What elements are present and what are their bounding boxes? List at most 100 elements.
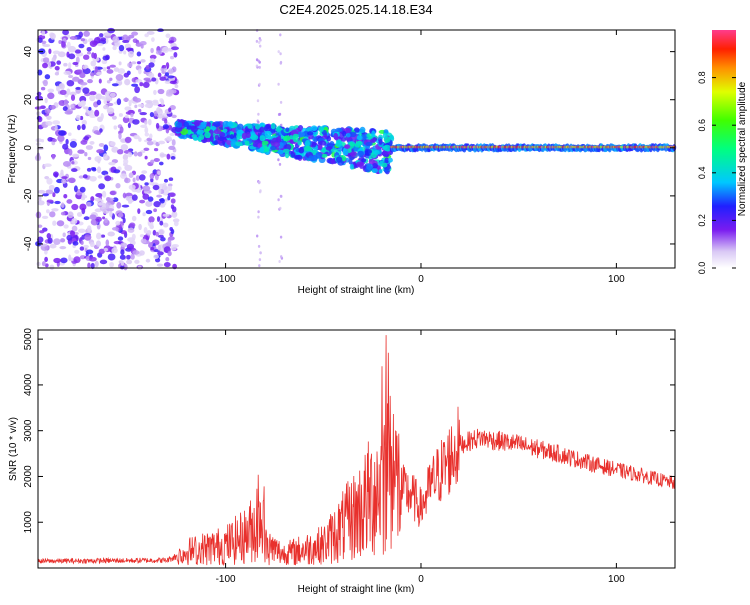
heatmap-cell	[102, 216, 106, 220]
heatmap-cell	[120, 242, 128, 248]
heatmap-cell	[131, 194, 138, 201]
heatmap-cell	[66, 79, 75, 87]
heatmap-cell	[35, 138, 43, 143]
heatmap-cell	[143, 226, 148, 234]
heatmap-cell	[124, 136, 132, 144]
heatmap-cell	[127, 62, 133, 68]
heatmap-cell	[174, 84, 179, 89]
heatmap-cell	[319, 140, 327, 146]
heatmap-cell	[159, 76, 166, 81]
heatmap-cell	[138, 250, 145, 256]
heatmap-cell	[54, 124, 58, 131]
heatmap-cell	[85, 145, 93, 150]
heatmap-cell	[120, 260, 125, 266]
heatmap-cell	[146, 229, 152, 236]
heatmap-cell	[87, 156, 92, 161]
heatmap-cell	[118, 113, 123, 117]
heatmap-cell	[144, 132, 150, 137]
heatmap-cell	[335, 156, 343, 163]
heatmap-cell	[72, 76, 80, 82]
heatmap-cell	[150, 247, 155, 251]
heatmap-cell	[59, 245, 67, 250]
heatmap-cell	[125, 254, 131, 260]
heatmap-cell	[213, 129, 222, 135]
heatmap-cell	[95, 93, 103, 100]
heatmap-cell	[285, 127, 290, 133]
heatmap-cell	[69, 91, 77, 96]
heatmap-cell	[209, 135, 214, 142]
heatmap-cell	[101, 95, 106, 100]
heatmap-cell	[89, 140, 95, 145]
heatmap-cell	[199, 134, 205, 141]
heatmap-cell	[164, 72, 170, 77]
heatmap-cell	[106, 107, 115, 115]
heatmap-cell	[183, 121, 189, 128]
heatmap-cell	[153, 200, 162, 208]
heatmap-cell	[60, 211, 66, 216]
heatmap-cell	[263, 124, 272, 132]
heatmap-cell	[37, 189, 46, 194]
heatmap-cell	[153, 158, 160, 162]
heatmap-cell	[111, 115, 117, 120]
heatmap-cell	[68, 148, 73, 156]
heatmap-cell	[122, 39, 130, 44]
heatmap-cell	[117, 212, 124, 218]
heatmap-cell	[155, 50, 163, 55]
heatmap-cell	[69, 230, 76, 237]
heatmap-cell	[86, 201, 92, 207]
colorbar-tick-label: 0.6	[697, 119, 707, 132]
heatmap-cell	[129, 222, 136, 228]
heatmap-cell	[292, 135, 299, 143]
heatmap-cell	[41, 29, 46, 36]
heatmap-cell	[156, 263, 164, 267]
heatmap-cell	[109, 190, 116, 196]
heatmap-cell	[125, 111, 133, 115]
heatmap-cell	[384, 157, 390, 164]
heatmap-cell	[167, 195, 171, 201]
heatmap-cell	[153, 254, 159, 259]
heatmap-cell	[47, 237, 53, 244]
heatmap-cell	[89, 114, 97, 119]
heatmap-cell	[79, 186, 86, 193]
heatmap-cell	[357, 150, 364, 158]
y-tick-label: 1000	[23, 511, 34, 534]
heatmap-cell	[97, 43, 104, 47]
heatmap-cell	[258, 41, 261, 44]
heatmap-cell	[66, 88, 71, 96]
chart-title: C2E4.2025.025.14.18.E34	[279, 2, 432, 17]
heatmap-cell	[256, 234, 259, 238]
heatmap-cell	[96, 99, 102, 106]
heatmap-cell	[205, 126, 211, 132]
heatmap-cell	[40, 86, 46, 91]
heatmap-cell	[159, 153, 168, 157]
heatmap-cell	[77, 228, 86, 233]
heatmap-cell	[82, 174, 88, 179]
heatmap-cell	[378, 138, 383, 145]
heatmap-cell	[137, 151, 143, 157]
heatmap-cell	[89, 91, 97, 96]
heatmap-cell	[146, 31, 155, 35]
heatmap-cell	[82, 87, 90, 94]
heatmap-cell	[186, 128, 192, 135]
heatmap-cell	[333, 132, 339, 140]
heatmap-cell	[142, 185, 151, 192]
heatmap-cell	[157, 72, 162, 78]
heatmap-cell	[61, 176, 68, 180]
heatmap-cell	[259, 189, 262, 193]
snr-frame	[37, 329, 676, 569]
heatmap-cell	[310, 125, 318, 131]
heatmap-cell	[371, 130, 376, 138]
heatmap-cell	[58, 83, 64, 89]
heatmap-cell	[81, 124, 86, 130]
heatmap-cell	[167, 239, 172, 246]
heatmap-cell	[86, 51, 92, 55]
heatmap-cell	[257, 120, 260, 124]
heatmap-cell	[103, 104, 109, 110]
heatmap-cell	[277, 149, 284, 155]
heatmap-cell	[279, 33, 282, 37]
heatmap-cell	[161, 185, 168, 191]
heatmap-cell	[103, 98, 108, 105]
snr-ylabel: SNR (10 * v/v)	[8, 417, 19, 481]
heatmap-cell	[120, 249, 125, 256]
heatmap-cell	[173, 51, 178, 58]
